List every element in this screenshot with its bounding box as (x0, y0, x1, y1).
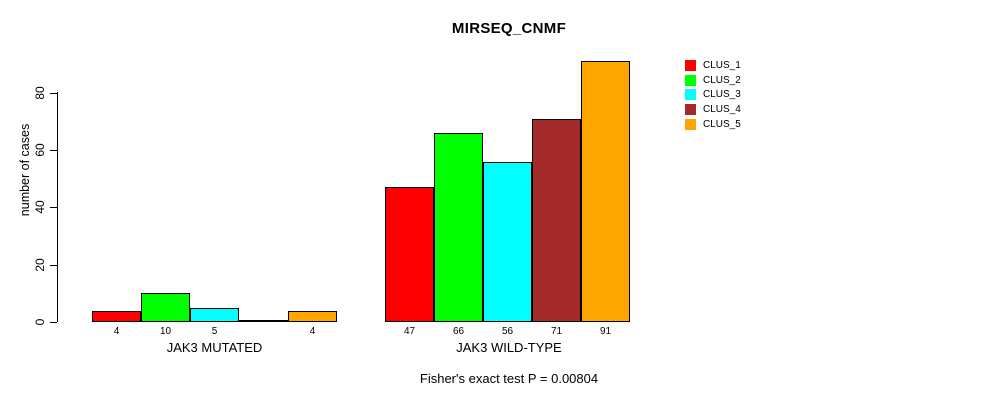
bar-clus_2-group2 (434, 133, 483, 322)
legend-label-clus_1: CLUS_1 (703, 60, 741, 71)
legend: CLUS_1 CLUS_2 CLUS_3 CLUS_4 CLUS_5 (685, 60, 741, 133)
bar-clus_4-group1 (239, 320, 288, 322)
legend-row-clus_1: CLUS_1 (685, 60, 741, 71)
legend-label-clus_5: CLUS_5 (703, 118, 741, 130)
category-label-jak3-mutated: JAK3 MUTATED (166, 340, 263, 355)
bar-clus_3-group2 (483, 162, 532, 322)
legend-row-clus_2: CLUS_2 (685, 74, 741, 86)
y-tick-mark-0 (50, 322, 57, 323)
legend-swatch-clus_1 (685, 60, 696, 71)
bar-value-clus_2-group1: 10 (159, 326, 172, 337)
legend-label-clus_4: CLUS_4 (703, 104, 741, 116)
bar-value-clus_1-group2: 47 (403, 326, 416, 337)
bar-value-clus_5-group1: 4 (309, 326, 316, 337)
chart-title: MIRSEQ_CNMF (451, 20, 567, 37)
legend-row-clus_3: CLUS_3 (685, 89, 741, 101)
bar-clus_1-group2 (385, 187, 434, 322)
legend-label-clus_3: CLUS_3 (703, 89, 741, 101)
y-tick-label-80: 80 (33, 86, 47, 100)
bar-value-clus_3-group1: 5 (211, 326, 218, 337)
y-tick-mark-60 (50, 150, 57, 151)
bar-clus_3-group1 (190, 308, 239, 322)
legend-swatch-clus_4 (685, 104, 696, 116)
y-tick-mark-80 (50, 93, 57, 94)
y-tick-label-40: 40 (33, 200, 47, 214)
annotation-text: Fisher's exact test P = 0.00804 (419, 371, 599, 386)
y-tick-label-0: 0 (33, 318, 47, 326)
legend-swatch-clus_2 (685, 74, 696, 86)
bar-value-clus_2-group2: 66 (452, 326, 465, 337)
legend-label-clus_2: CLUS_2 (703, 74, 741, 86)
bar-clus_1-group1 (92, 311, 141, 322)
bar-clus_5-group2 (581, 61, 630, 322)
bar-value-clus_4-group2: 71 (550, 326, 563, 337)
bar-value-clus_1-group1: 4 (113, 326, 120, 337)
bar-value-clus_3-group2: 56 (501, 326, 514, 337)
y-tick-label-20: 20 (33, 258, 47, 272)
category-label-jak3-wild-type: JAK3 WILD-TYPE (456, 340, 562, 355)
y-tick-label-60: 60 (33, 143, 47, 157)
legend-row-clus_4: CLUS_4 (685, 104, 741, 116)
bar-value-clus_5-group2: 91 (599, 326, 612, 337)
legend-row-clus_5: CLUS_5 (685, 118, 741, 130)
y-axis-line (57, 92, 58, 322)
y-tick-mark-40 (50, 207, 57, 208)
legend-swatch-clus_5 (685, 118, 696, 130)
y-axis-label: number of cases (18, 123, 32, 217)
y-tick-mark-20 (50, 265, 57, 266)
bar-clus_5-group1 (288, 311, 337, 322)
bar-clus_4-group2 (532, 119, 581, 322)
legend-swatch-clus_3 (685, 89, 696, 101)
bar-clus_2-group1 (141, 293, 190, 322)
